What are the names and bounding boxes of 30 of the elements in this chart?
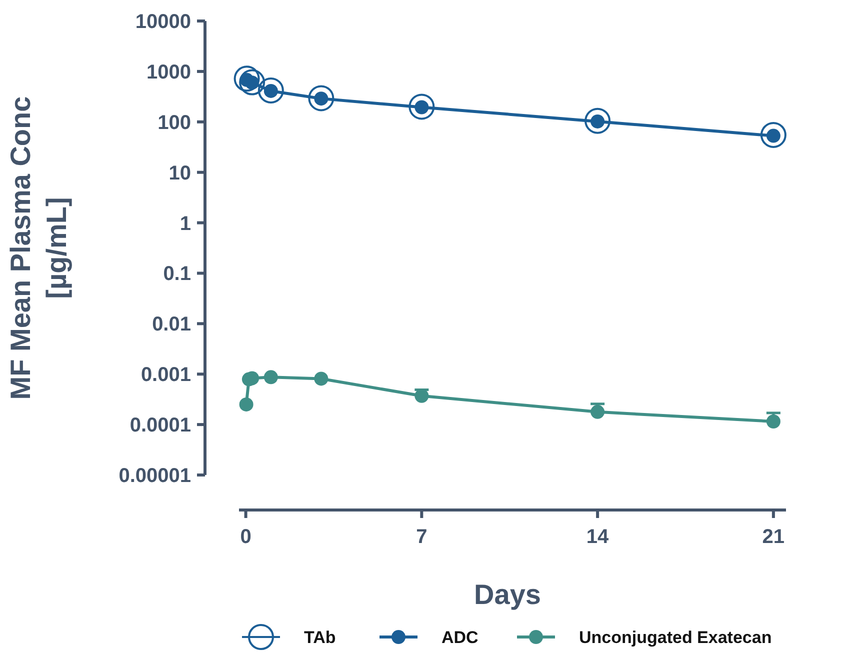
legend-label: Unconjugated Exatecan bbox=[579, 628, 772, 647]
point bbox=[264, 370, 278, 384]
y-tick-label: 0.00001 bbox=[118, 465, 191, 487]
x-tick-label: 7 bbox=[416, 526, 428, 548]
x-tick-label: 21 bbox=[762, 526, 785, 548]
point bbox=[408, 94, 435, 120]
legend-label: TAb bbox=[304, 628, 336, 647]
x-tick-label: 0 bbox=[240, 526, 252, 548]
y-axis-title: MF Mean Plasma Conc [µg/mL] bbox=[5, 96, 72, 400]
y-tick-label: 1 bbox=[180, 212, 191, 235]
y-tick-label: 10000 bbox=[135, 11, 191, 33]
point bbox=[760, 122, 786, 148]
point bbox=[590, 404, 605, 419]
x-tick-label: 14 bbox=[586, 526, 610, 548]
y-tick-label: 0.01 bbox=[152, 314, 191, 336]
point bbox=[258, 77, 284, 104]
y-tick-label: 0.1 bbox=[163, 263, 191, 286]
legend-label: ADC bbox=[442, 628, 478, 647]
point bbox=[239, 69, 266, 96]
point bbox=[308, 85, 334, 112]
point bbox=[234, 66, 260, 92]
point bbox=[314, 372, 328, 386]
y-tick-label: 10 bbox=[168, 162, 191, 184]
x-axis-title: Days bbox=[474, 579, 541, 610]
y-tick-label: 0.001 bbox=[140, 364, 191, 386]
point bbox=[584, 108, 611, 134]
point bbox=[239, 397, 254, 412]
y-tick-label: 0.0001 bbox=[130, 414, 191, 437]
y-tick-label: 100 bbox=[158, 112, 191, 134]
y-tick-label: 1000 bbox=[146, 61, 191, 84]
